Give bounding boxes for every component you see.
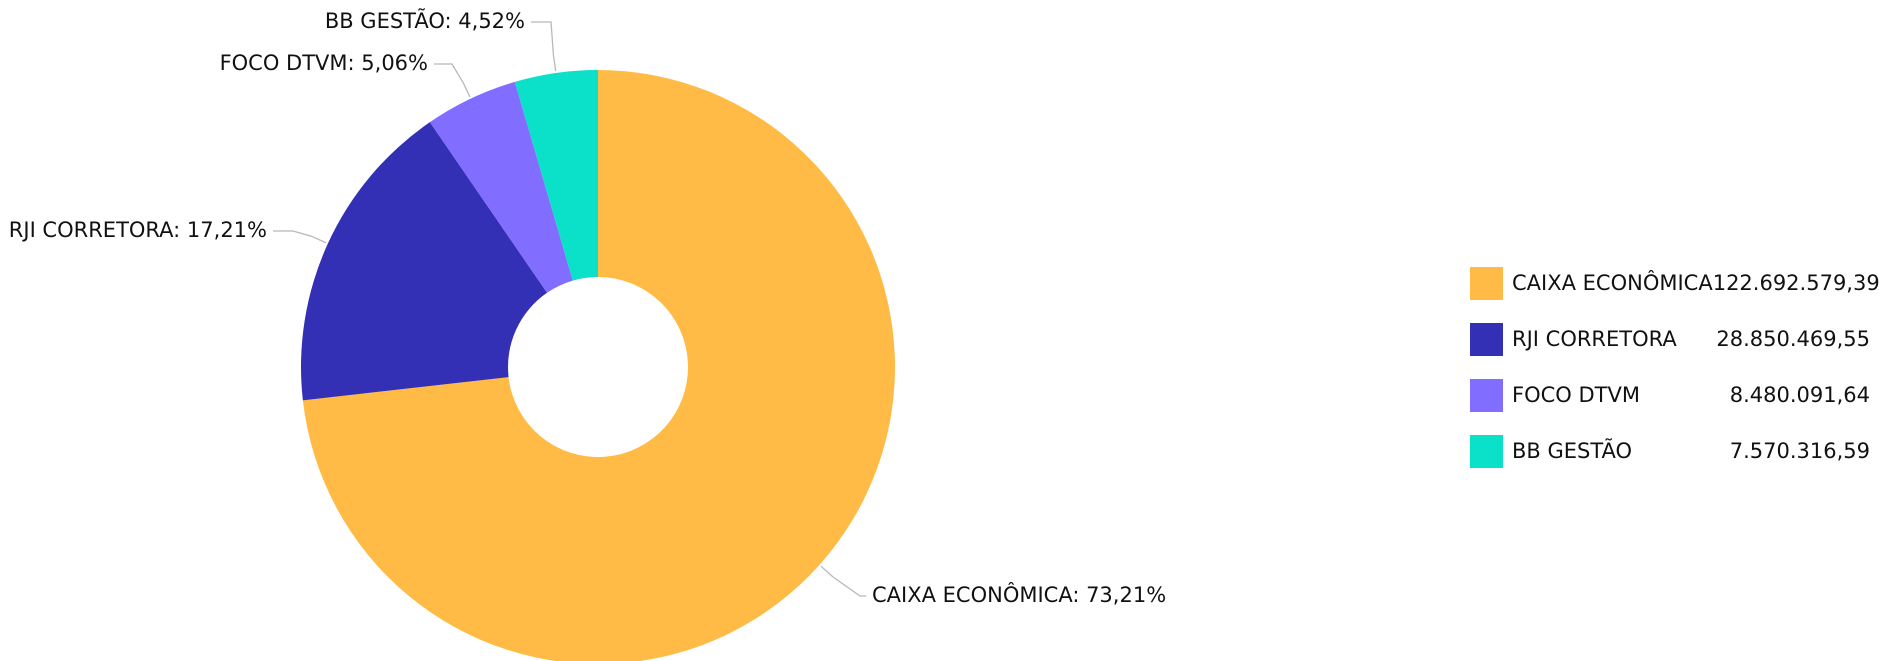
legend-value-caixa-economica: 122.692.579,39 [1712,271,1879,295]
slice-label-bb-gestao: BB GESTÃO: 4,52% [325,7,525,33]
leader-line-bb-gestao [531,21,557,72]
slice-label-foco-dtvm: FOCO DTVM: 5,06% [220,51,428,75]
slice-label-caixa-economica: CAIXA ECONÔMICA: 73,21% [872,582,1166,607]
legend: CAIXA ECONÔMICA 122.692.579,39 RJI CORRE… [1470,266,1879,490]
legend-item-bb-gestao[interactable]: BB GESTÃO 7.570.316,59 [1470,434,1870,468]
leader-line-foco-dtvm [434,63,471,98]
leader-line-rji-corretora [273,230,327,244]
slice-bb-gestao[interactable] [514,70,598,281]
legend-item-caixa-economica[interactable]: CAIXA ECONÔMICA 122.692.579,39 [1470,266,1879,300]
legend-swatch-bb-gestao [1470,434,1503,468]
legend-item-foco-dtvm[interactable]: FOCO DTVM 8.480.091,64 [1470,378,1870,412]
legend-swatch-foco-dtvm [1470,378,1503,412]
legend-label-caixa-economica: CAIXA ECONÔMICA [1512,271,1713,295]
legend-swatch-rji-corretora [1470,322,1503,356]
leader-line-caixa-economica [820,565,866,597]
legend-swatch-caixa-economica [1470,266,1503,300]
slice-label-rji-corretora: RJI CORRETORA: 17,21% [9,218,267,242]
legend-item-rji-corretora[interactable]: RJI CORRETORA 28.850.469,55 [1470,322,1870,356]
legend-label-rji-corretora: RJI CORRETORA [1512,327,1677,351]
legend-label-bb-gestao: BB GESTÃO [1512,439,1633,463]
slice-foco-dtvm[interactable] [429,81,573,293]
slice-caixa-economica[interactable] [302,70,895,661]
legend-value-bb-gestao: 7.570.316,59 [1729,439,1870,463]
slice-rji-corretora[interactable] [300,122,548,401]
legend-label-foco-dtvm: FOCO DTVM [1512,383,1640,407]
legend-value-rji-corretora: 28.850.469,55 [1716,327,1870,351]
legend-value-foco-dtvm: 8.480.091,64 [1729,383,1870,407]
